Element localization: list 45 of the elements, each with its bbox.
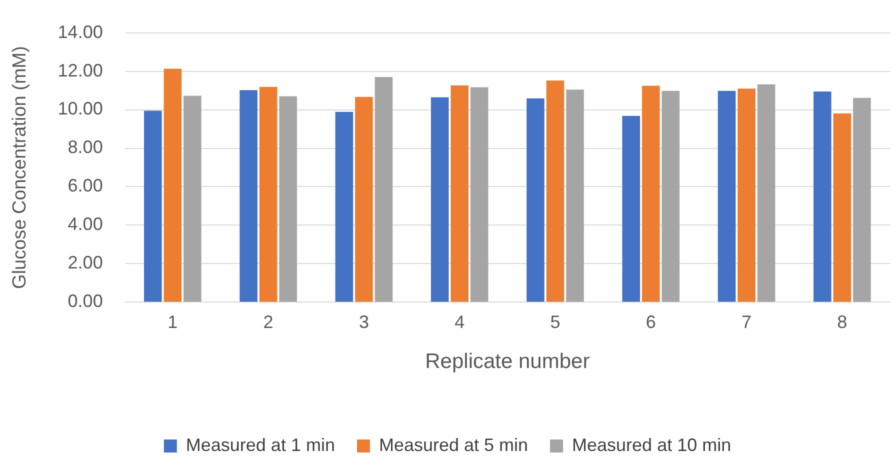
x-tick-label: 1 (168, 312, 178, 332)
x-tick-label: 2 (263, 312, 274, 332)
bar (470, 87, 488, 302)
bar (757, 84, 776, 302)
y-tick-label: 2.00 (68, 252, 103, 273)
x-tick-label: 4 (454, 312, 465, 332)
bar (566, 90, 584, 302)
bar (144, 110, 162, 302)
bar (164, 68, 182, 302)
y-tick-label: 14.00 (58, 22, 103, 42)
x-tick-label: 6 (646, 312, 656, 332)
y-tick-label: 8.00 (68, 137, 103, 158)
bar (184, 96, 202, 302)
y-axis-title: Glucose Concentration (mM) (10, 46, 31, 289)
bar (279, 96, 297, 302)
bar (833, 113, 852, 302)
bar (355, 96, 373, 302)
y-tick-label: 0.00 (68, 291, 103, 312)
bar (814, 91, 832, 302)
bar (718, 90, 736, 302)
bar (622, 116, 640, 302)
bar (853, 98, 871, 302)
x-tick-label: 3 (358, 312, 369, 332)
legend-label: Measured at 10 min (572, 434, 732, 455)
y-tick-label: 6.00 (68, 176, 103, 196)
legend-label: Measured at 1 min (186, 434, 335, 455)
y-tick-label: 4.00 (68, 214, 103, 234)
y-tick-label: 10.00 (58, 98, 103, 119)
bar (546, 80, 564, 302)
bar (240, 90, 258, 302)
bar (335, 112, 354, 302)
bar (259, 86, 278, 302)
bar (662, 90, 680, 302)
legend-label: Measured at 5 min (378, 434, 528, 455)
bar (642, 86, 660, 302)
x-tick-label: 5 (550, 312, 560, 332)
y-tick-label: 12.00 (58, 60, 103, 80)
bar (430, 97, 449, 302)
bar (738, 88, 756, 302)
x-tick-label: 7 (742, 312, 752, 332)
bar (374, 77, 393, 302)
bar (450, 85, 468, 302)
bar (526, 98, 544, 302)
x-axis-title: Replicate number (425, 350, 590, 374)
x-tick-label: 8 (837, 312, 848, 332)
